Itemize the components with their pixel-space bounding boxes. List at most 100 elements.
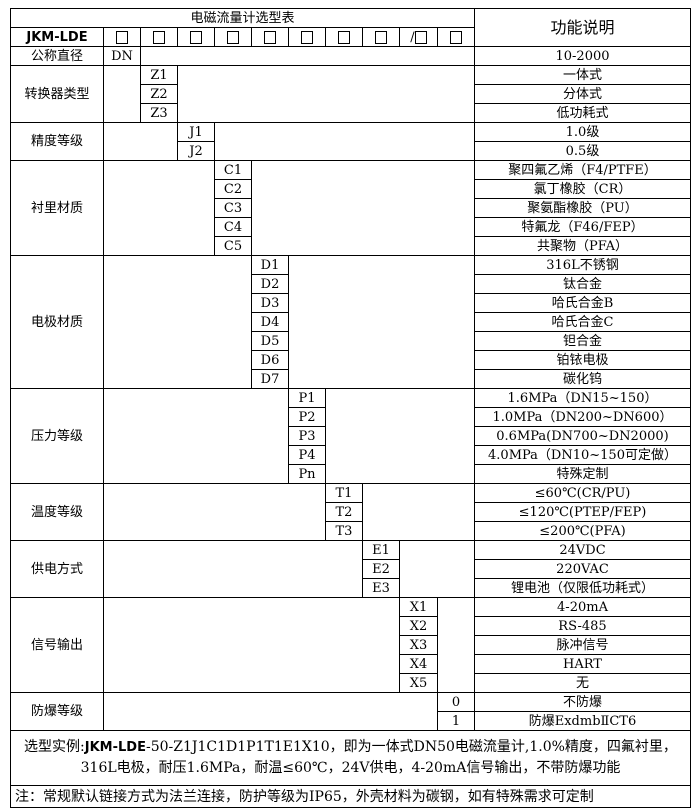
model-code: JKM-LDE [10, 27, 104, 47]
option-description: 特氟龙（F46/FEP） [474, 217, 691, 237]
box-icon [190, 30, 202, 44]
option-code: T3 [325, 521, 363, 541]
option-code: E1 [362, 540, 400, 560]
option-row: 衬里材质 C1 聚四氟乙烯（F4/PTFE） [10, 160, 691, 256]
option-row: 供电方式 E1 24VDC [10, 540, 691, 598]
code-slot-1 [103, 27, 141, 47]
group-label: 信号输出 [10, 597, 104, 693]
group-label: 压力等级 [10, 388, 104, 484]
option-code: E3 [362, 578, 400, 598]
option-code: J1 [177, 122, 215, 142]
title-row: 电磁流量计选型表 功能说明 [10, 8, 691, 47]
option-description: 不防爆 [474, 692, 691, 712]
group-label: 温度等级 [10, 483, 104, 541]
blank-cell [140, 46, 475, 66]
option-description: 锂电池（仅限低功耗式） [474, 578, 691, 598]
option-description: RS-485 [474, 616, 691, 636]
option-description: 特殊定制 [474, 464, 691, 484]
blank-cell [103, 692, 438, 731]
box-icon [450, 30, 462, 44]
option-description: 哈氏合金B [474, 293, 691, 313]
option-code: 0 [437, 692, 475, 712]
option-description: 碳化钨 [474, 369, 691, 389]
option-code: D7 [251, 369, 289, 389]
option-code: Pn [288, 464, 326, 484]
option-description: 脉冲信号 [474, 635, 691, 655]
box-icon [338, 30, 350, 44]
option-code: T2 [325, 502, 363, 522]
example-line1: -50-Z1J1C1D1P1T1E1X10，即为一体式DN50电磁流量计,1.0… [145, 739, 677, 755]
option-description: ≤120℃(PTEP/FEP) [474, 502, 691, 522]
blank-cell [103, 65, 141, 123]
slash-separator: / [410, 29, 415, 45]
option-code: 1 [437, 711, 475, 731]
blank-cell [362, 483, 475, 541]
group-label: 防爆等级 [10, 692, 104, 731]
option-description: 铂铱电极 [474, 350, 691, 370]
blank-cell [103, 160, 215, 256]
option-description: HART [474, 654, 691, 674]
option-description: 24VDC [474, 540, 691, 560]
group-label: 公称直径 [10, 46, 104, 66]
option-row: 信号输出 X1 4-20mA [10, 597, 691, 693]
group-label: 精度等级 [10, 122, 104, 161]
option-description: 共聚物（PFA） [474, 236, 691, 256]
box-icon [414, 30, 427, 44]
option-description: 哈氏合金C [474, 312, 691, 332]
code-slot-9: / [399, 27, 438, 47]
option-code: C1 [214, 160, 252, 180]
code-slot-3 [177, 27, 215, 47]
option-code: X1 [399, 597, 438, 617]
description-header: 功能说明 [474, 8, 691, 47]
option-code: D1 [251, 255, 289, 275]
option-description: 0.6MPa(DN700~DN2000) [474, 426, 691, 446]
option-description: 氯丁橡胶（CR） [474, 179, 691, 199]
option-code: D2 [251, 274, 289, 294]
option-row: 转换器类型 Z1 一体式 [10, 65, 691, 123]
group-label: 电极材质 [10, 255, 104, 389]
option-description: 钛合金 [474, 274, 691, 294]
option-code: X5 [399, 673, 438, 693]
group-label: 供电方式 [10, 540, 104, 598]
option-description: 1.0MPa（DN200~DN600） [474, 407, 691, 427]
option-code: Z3 [140, 103, 178, 123]
option-row: D7 碳化钨 [11, 369, 691, 389]
option-code: Z1 [140, 65, 178, 85]
selection-table: 电磁流量计选型表 功能说明 JKM-LDE / 公称直径 DN 10-2000 转换器… [10, 8, 691, 731]
option-code: DN [103, 46, 141, 66]
example-model: JKM-LDE [84, 740, 146, 755]
blank-cell [214, 122, 475, 161]
option-row: 防爆等级 0 不防爆 [10, 692, 691, 731]
option-description: ≤200℃(PFA) [474, 521, 691, 541]
option-code: X2 [399, 616, 438, 636]
option-code: D6 [251, 350, 289, 370]
option-description: ≤60℃(CR/PU) [474, 483, 691, 503]
option-description: 钽合金 [474, 331, 691, 351]
blank-cell [251, 160, 475, 256]
blank-cell [103, 540, 363, 598]
option-code: C5 [214, 236, 252, 256]
option-row: C5 共聚物（PFA） [11, 236, 691, 256]
blank-cell [288, 255, 475, 389]
code-slot-10 [437, 27, 475, 47]
option-code: D5 [251, 331, 289, 351]
footer: 选型实例:JKM-LDE-50-Z1J1C1D1P1T1E1X10，即为一体式D… [10, 731, 691, 808]
option-code: P3 [288, 426, 326, 446]
table-title: 电磁流量计选型表 [10, 8, 475, 28]
note: 注：常规默认链接方式为法兰连接，防护等级为IP65，外壳材料为碳钢，如有特殊需求… [15, 789, 594, 805]
example-line2: 316L电极，耐压1.6MPa，耐温≤60℃，24V供电，4-20mA信号输出，… [80, 760, 621, 776]
option-description: 1.0级 [474, 122, 691, 142]
option-row: C3 聚氨酯橡胶（PU） [11, 198, 691, 218]
option-row: X3 脉冲信号 [11, 635, 691, 655]
blank-cell [325, 388, 475, 484]
option-description: 无 [474, 673, 691, 693]
box-icon [153, 30, 165, 44]
box-icon [375, 30, 387, 44]
blank-cell [177, 65, 475, 123]
box-icon [116, 30, 128, 44]
option-row: 公称直径 DN 10-2000 [10, 46, 691, 66]
option-row: 电极材质 D1 316L不锈钢 [10, 255, 691, 389]
code-slot-7 [325, 27, 363, 47]
code-slot-2 [140, 27, 178, 47]
blank-cell [103, 388, 289, 484]
